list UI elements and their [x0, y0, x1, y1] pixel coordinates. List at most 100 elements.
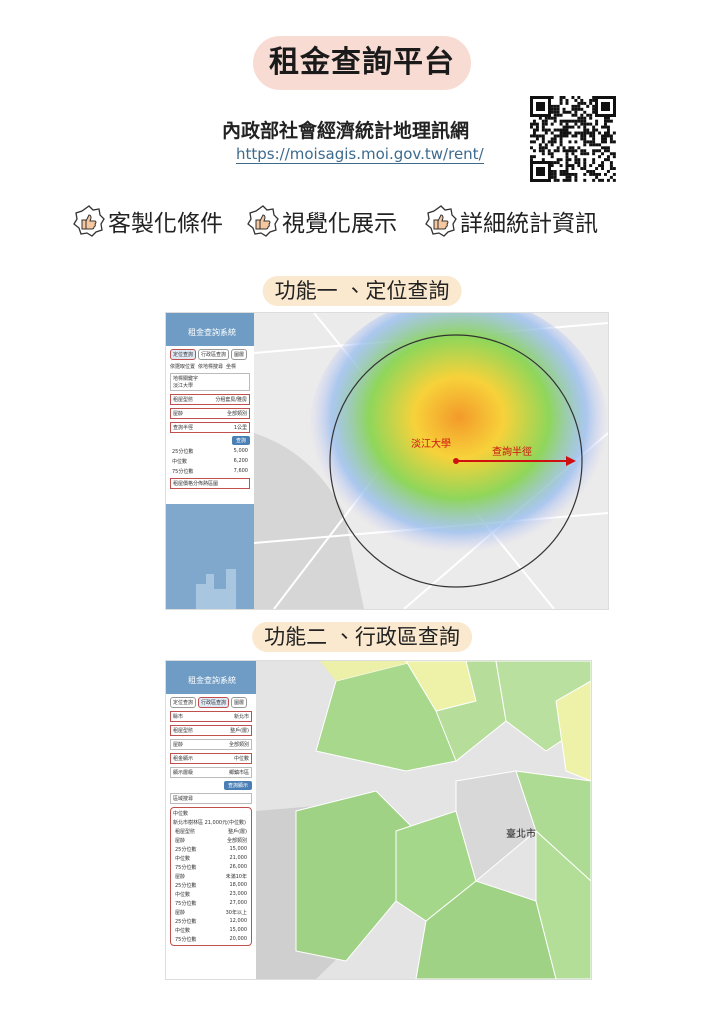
qr-module	[609, 137, 613, 141]
field-value: 全部類別	[226, 411, 247, 417]
field[interactable]: 顯示層級 鄉鎮市區	[170, 767, 252, 778]
summary-title: 中位數	[173, 811, 189, 817]
field-label: 屋齡	[173, 742, 184, 748]
qr-module	[586, 113, 590, 117]
qr-module	[609, 152, 613, 156]
qr-module	[598, 164, 602, 168]
tab[interactable]: 行政區查詢	[198, 349, 230, 360]
qr-module	[550, 143, 554, 147]
tab[interactable]: 定位查詢	[170, 349, 197, 360]
checkbox[interactable]: 租屋價格分佈熱區圖	[170, 478, 250, 489]
stat-label: 屋齡	[175, 874, 186, 880]
poster-title: 租金查詢平台	[253, 36, 471, 90]
qr-module	[604, 134, 607, 138]
qr-module	[550, 104, 554, 108]
qr-module	[589, 170, 593, 173]
qr-module	[592, 149, 596, 153]
qr-module	[592, 170, 596, 173]
qr-module	[583, 110, 587, 114]
qr-module	[574, 158, 578, 162]
qr-module	[589, 143, 593, 147]
qr-module	[586, 152, 590, 156]
qr-module	[604, 119, 607, 123]
qr-module	[592, 107, 596, 111]
qr-module	[553, 119, 557, 123]
qr-module	[559, 98, 563, 102]
tab[interactable]: 圖層	[231, 349, 248, 360]
url[interactable]: https://moisagis.moi.gov.tw/rent/	[236, 145, 484, 164]
field[interactable]: 縣市 新北市	[170, 711, 252, 722]
stat: 中位數 15,000	[173, 927, 249, 934]
qr-module	[556, 110, 560, 114]
field[interactable]: 租金顯示 中位數	[170, 753, 252, 764]
qr-module	[556, 134, 560, 138]
stat: 屋齡 未滿10年	[173, 873, 249, 880]
qr-module	[556, 128, 560, 132]
qr-module	[562, 128, 566, 132]
qr-module	[583, 122, 587, 126]
stat: 25分位數 15,000	[173, 846, 249, 853]
qr-module	[568, 140, 572, 144]
qr-module	[550, 131, 554, 135]
stat-value: 30年以上	[225, 910, 247, 916]
feature-text: 視覺化展示	[282, 211, 397, 237]
query-button[interactable]: 查詢顯示	[223, 781, 252, 790]
qr-module	[612, 152, 616, 156]
qr-module	[550, 155, 554, 159]
qr-module	[559, 119, 563, 123]
field[interactable]: 查詢半徑 1公里	[170, 422, 250, 433]
qr-module	[589, 140, 593, 144]
stat: 25分位數 12,000	[173, 918, 249, 925]
qr-module	[535, 134, 539, 138]
tab[interactable]: 圖層	[231, 697, 248, 708]
qr-module	[532, 140, 536, 144]
qr-module	[550, 137, 554, 141]
qr-module	[606, 134, 610, 138]
qr-module	[574, 98, 578, 102]
screenshot: 淡江大學 查詢半徑 租金查詢系統 定位查詢 行政區查詢 圖層 依選取位置 依地標搜尋 坐標地…	[165, 312, 609, 610]
qr-module	[604, 146, 607, 150]
field[interactable]: 租屋型態 整戶(層)	[170, 725, 252, 736]
qr-module	[568, 131, 572, 135]
qr-module	[565, 98, 569, 102]
qr-module	[577, 158, 581, 162]
qr-module	[580, 122, 584, 126]
qr-module	[592, 131, 596, 135]
qr-module	[559, 137, 563, 141]
section-title: 功能一 、定位查詢	[262, 276, 462, 306]
qr-module	[559, 143, 563, 147]
qr-module	[574, 140, 578, 144]
qr-module	[541, 122, 545, 126]
qr-module	[577, 116, 581, 120]
stat-value: 整戶(層)	[228, 829, 247, 835]
qr-module	[583, 149, 587, 153]
stat-value: 全部類別	[226, 838, 247, 844]
sidebar-footer	[166, 504, 254, 609]
qr-module	[583, 161, 587, 165]
stat-value: 7,600	[233, 468, 248, 474]
query-button[interactable]: 查詢	[231, 436, 250, 445]
qr-module	[568, 146, 572, 150]
qr-module	[589, 172, 593, 176]
thumb-icon	[73, 205, 105, 237]
stat-label: 中位數	[175, 856, 191, 862]
tab[interactable]: 定位查詢	[170, 697, 197, 708]
qr-module	[586, 131, 590, 135]
stat: 25分位數 18,000	[173, 882, 249, 889]
qr-module	[609, 140, 613, 144]
stat-label: 租屋型態	[175, 829, 196, 835]
tabs: 定位查詢 行政區查詢 圖層	[170, 349, 250, 360]
field[interactable]: 租屋型態 分租套房/雅房	[170, 394, 250, 405]
field[interactable]: 屋齡 全部類別	[170, 739, 252, 750]
qr-module	[565, 178, 569, 182]
field[interactable]: 屋齡 全部類別	[170, 408, 250, 419]
qr-module	[589, 116, 593, 120]
stat-label: 75分位數	[175, 865, 197, 871]
map-label: 查詢半徑	[492, 445, 532, 458]
tab[interactable]: 行政區查詢	[198, 697, 230, 708]
qr-module	[577, 119, 581, 123]
qr-module	[592, 125, 596, 129]
qr-module	[571, 152, 575, 156]
qr-module	[574, 178, 578, 182]
stat-label: 25分位數	[175, 883, 197, 889]
